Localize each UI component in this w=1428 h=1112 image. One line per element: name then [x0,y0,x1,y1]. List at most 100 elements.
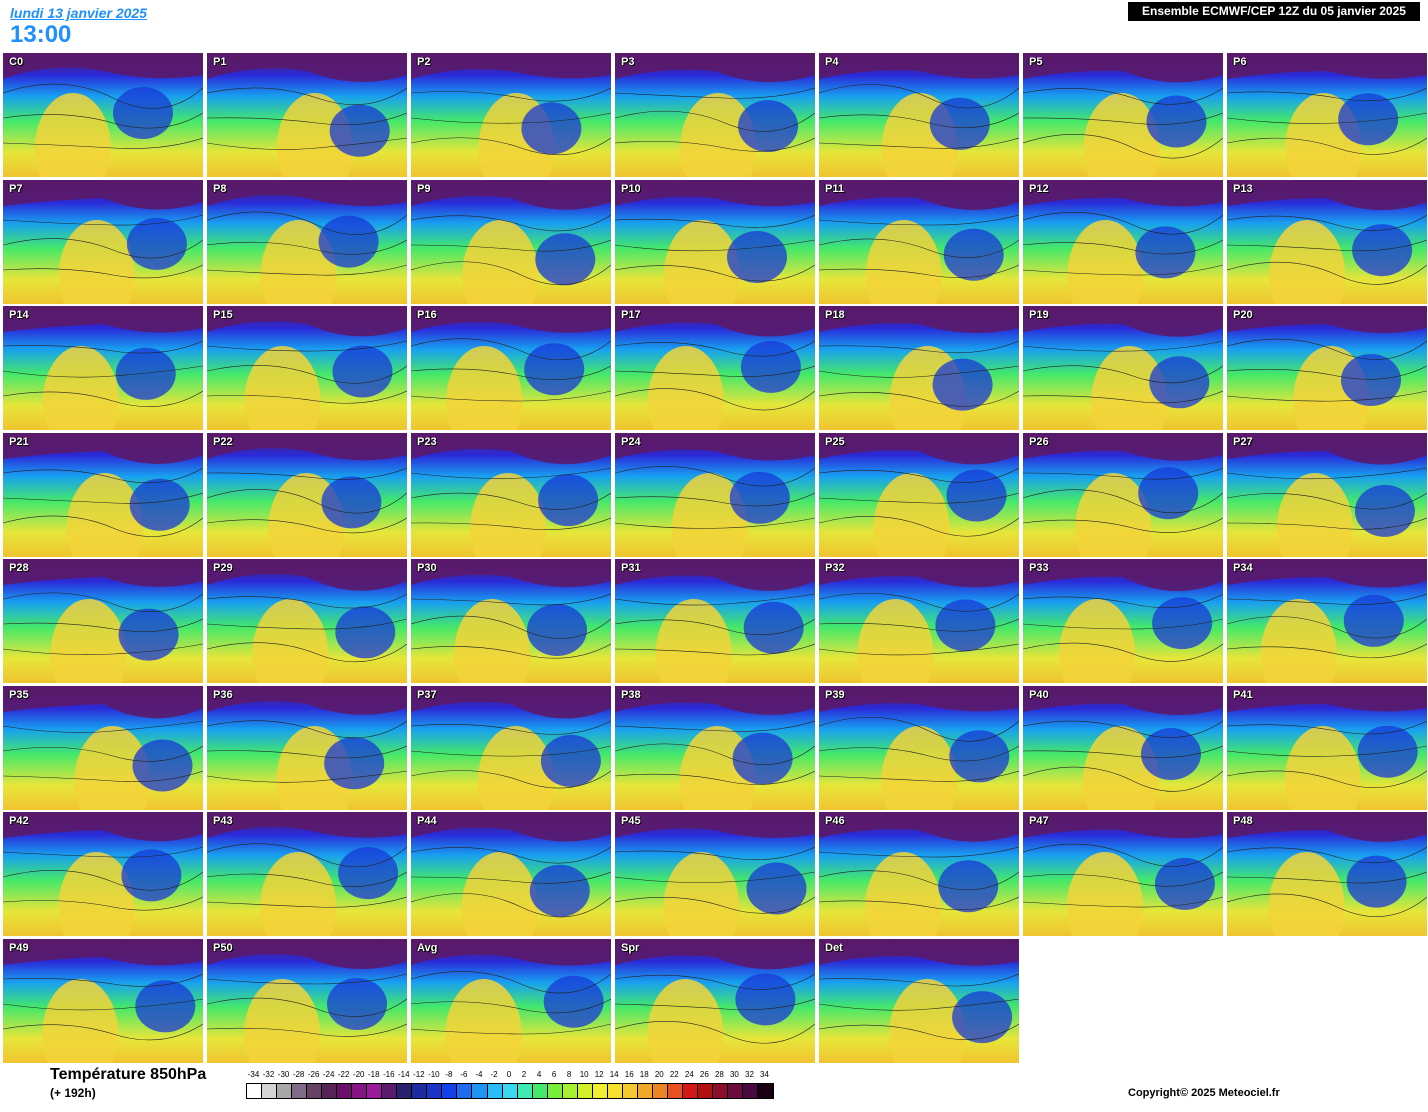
map-panel-p16[interactable]: P16 [411,306,611,430]
legend-hours: (+ 192h) [50,1086,96,1100]
copyright: Copyright© 2025 Meteociel.fr [1128,1087,1280,1099]
map-panel-p17[interactable]: P17 [615,306,815,430]
map-panel-p12[interactable]: P12 [1023,179,1223,304]
map-panel-p20[interactable]: P20 [1227,306,1427,430]
map-panel-spr[interactable]: Spr [615,938,815,1063]
map-panel-p42[interactable]: P42 [3,812,203,936]
temperature-field [1227,812,1427,936]
map-panel-p28[interactable]: P28 [3,559,203,683]
map-panel-p40[interactable]: P40 [1023,685,1223,810]
panel-label: P30 [417,562,437,574]
panel-label: P32 [825,562,845,574]
map-panel-p18[interactable]: P18 [819,306,1019,430]
map-panel-p43[interactable]: P43 [207,812,407,936]
panel-label: P18 [825,309,845,321]
map-panel-p26[interactable]: P26 [1023,432,1223,557]
map-panel-p13[interactable]: P13 [1227,179,1427,304]
map-panel-p30[interactable]: P30 [411,559,611,683]
scale-tick-label: 34 [760,1070,769,1079]
map-panel-p19[interactable]: P19 [1023,306,1223,430]
map-panel-p29[interactable]: P29 [207,559,407,683]
temperature-field [411,938,611,1063]
map-panel-p24[interactable]: P24 [615,432,815,557]
panel-label: Det [825,941,843,954]
scale-swatch [682,1084,698,1098]
map-panel-p25[interactable]: P25 [819,432,1019,557]
map-panel-p27[interactable]: P27 [1227,432,1427,557]
map-panel-p37[interactable]: P37 [411,685,611,810]
panel-label: P27 [1233,435,1253,448]
map-panel-p33[interactable]: P33 [1023,559,1223,683]
temperature-field [3,559,203,683]
temperature-field [3,432,203,557]
scale-swatch [562,1084,578,1098]
scale-swatch [697,1084,713,1098]
scale-swatch [712,1084,728,1098]
map-panel-p22[interactable]: P22 [207,432,407,557]
panel-label: P14 [9,309,29,321]
map-panel-p11[interactable]: P11 [819,179,1019,304]
temperature-field [1023,812,1223,936]
scale-swatch [472,1084,488,1098]
scale-swatch [262,1084,278,1098]
map-panel-p3[interactable]: P3 [615,53,815,177]
forecast-date: lundi 13 janvier 2025 [10,5,147,21]
scale-tick-label: 4 [536,1070,542,1079]
map-panel-p39[interactable]: P39 [819,685,1019,810]
map-panel-p14[interactable]: P14 [3,306,203,430]
map-panel-det[interactable]: Det [819,938,1019,1063]
panel-label: P29 [213,562,233,574]
panel-label: P9 [417,182,431,195]
map-panel-p48[interactable]: P48 [1227,812,1427,936]
panel-label: P39 [825,688,845,701]
map-panel-p32[interactable]: P32 [819,559,1019,683]
map-panel-c0[interactable]: C0 [3,53,203,177]
temperature-field [1227,306,1427,430]
map-panel-p34[interactable]: P34 [1227,559,1427,683]
map-panel-avg[interactable]: Avg [411,938,611,1063]
map-panel-p50[interactable]: P50 [207,938,407,1063]
panel-label: Avg [417,941,438,954]
map-panel-p44[interactable]: P44 [411,812,611,936]
map-panel-p45[interactable]: P45 [615,812,815,936]
map-panel-p41[interactable]: P41 [1227,685,1427,810]
temperature-field [615,306,815,430]
panel-label: P50 [213,941,233,954]
map-panel-p4[interactable]: P4 [819,53,1019,177]
map-panel-p9[interactable]: P9 [411,179,611,304]
map-panel-p21[interactable]: P21 [3,432,203,557]
map-panel-p10[interactable]: P10 [615,179,815,304]
map-panel-p1[interactable]: P1 [207,53,407,177]
scale-tick-label: 24 [684,1070,694,1079]
scale-swatch [517,1084,533,1098]
scale-swatch [367,1084,383,1098]
scale-swatch [337,1084,353,1098]
map-panel-p5[interactable]: P5 [1023,53,1223,177]
scale-tick-label: -28 [292,1070,305,1079]
map-panel-p7[interactable]: P7 [3,179,203,304]
panel-label: P15 [213,309,233,321]
temperature-field [819,306,1019,430]
scale-tick-label: 30 [729,1070,739,1079]
map-panel-p36[interactable]: P36 [207,685,407,810]
panel-label: P37 [417,688,437,701]
panel-label: P38 [621,688,641,701]
map-panel-p35[interactable]: P35 [3,685,203,810]
map-panel-p23[interactable]: P23 [411,432,611,557]
map-panel-p47[interactable]: P47 [1023,812,1223,936]
map-panel-p8[interactable]: P8 [207,179,407,304]
map-panel-p15[interactable]: P15 [207,306,407,430]
map-panel-p38[interactable]: P38 [615,685,815,810]
panel-label: P46 [825,815,845,827]
temperature-field [207,938,407,1063]
map-panel-p46[interactable]: P46 [819,812,1019,936]
panel-label: P36 [213,688,233,701]
map-panel-p6[interactable]: P6 [1227,53,1427,177]
panel-label: P49 [9,941,29,954]
map-panel-p49[interactable]: P49 [3,938,203,1063]
scale-tick-label: -6 [460,1070,468,1079]
temperature-field [3,938,203,1063]
map-panel-p2[interactable]: P2 [411,53,611,177]
scale-swatch [592,1084,608,1098]
map-panel-p31[interactable]: P31 [615,559,815,683]
